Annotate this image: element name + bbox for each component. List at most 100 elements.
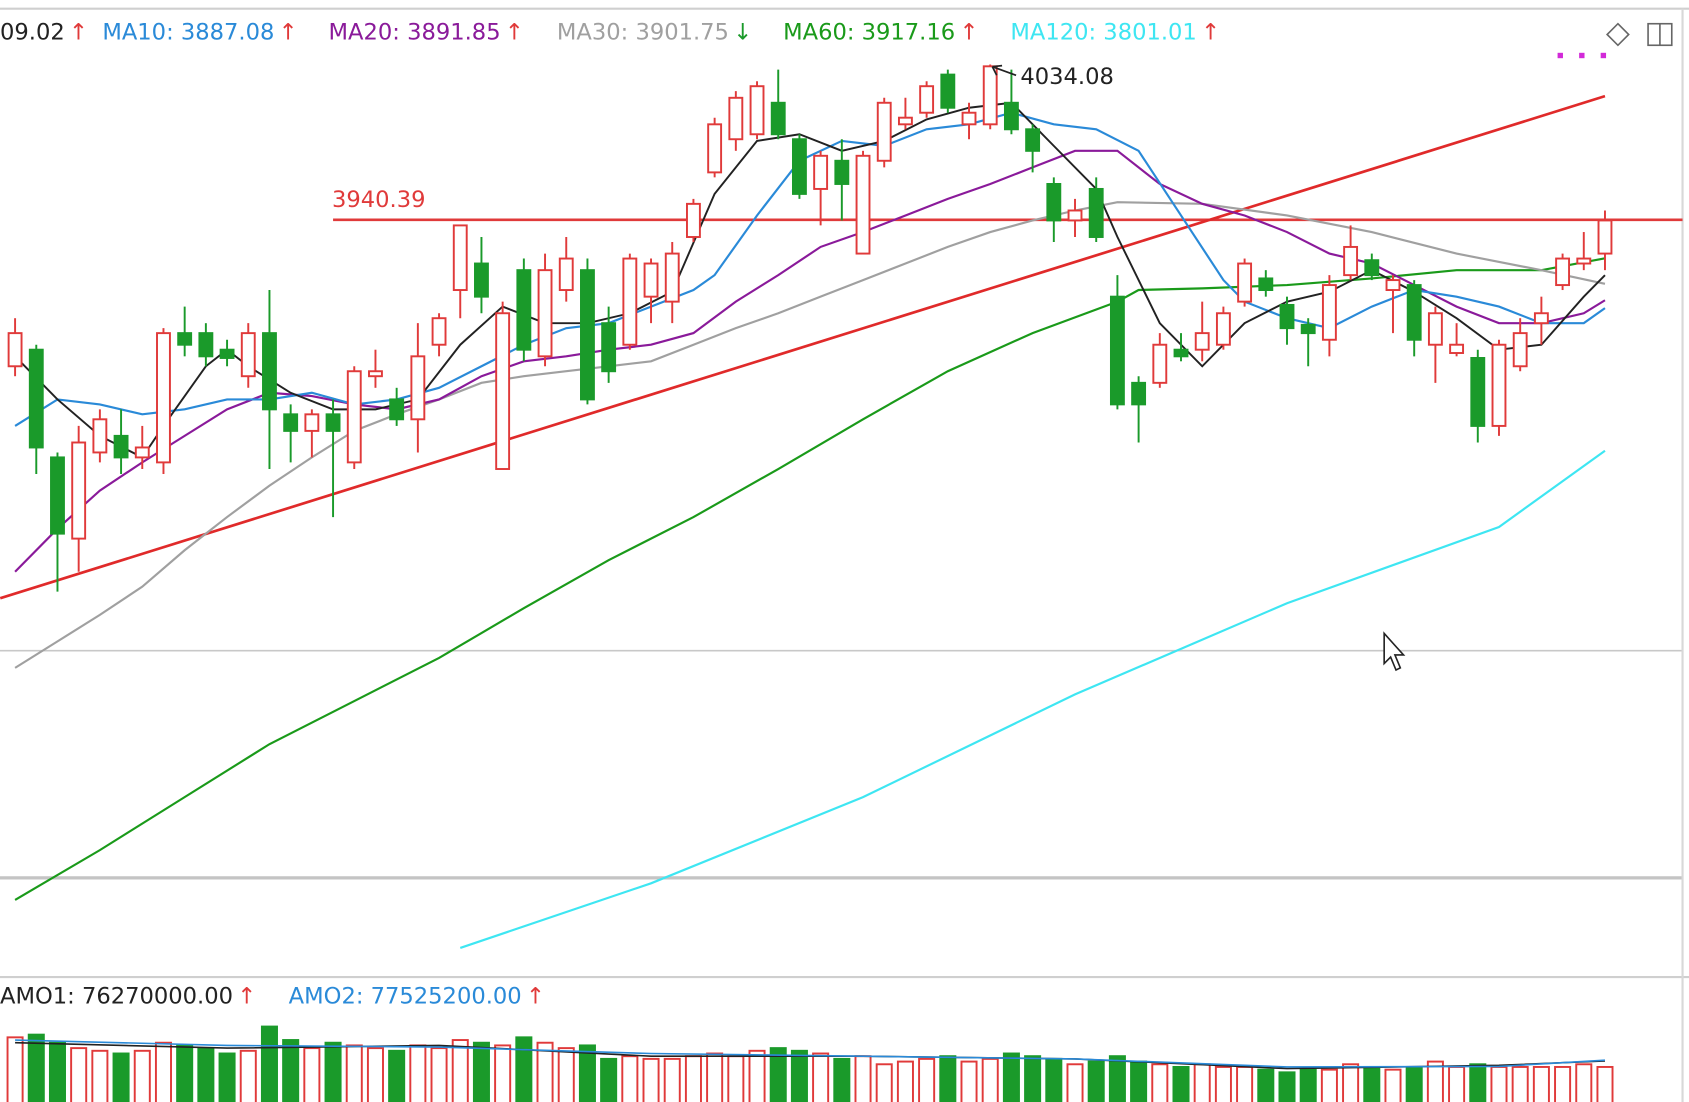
volume-bar <box>1405 1065 1423 1102</box>
candle-body <box>1088 187 1104 238</box>
legend-label: MA60: 3917.16 <box>783 19 955 45</box>
candle-body <box>537 269 553 358</box>
candle-body <box>28 348 44 449</box>
candle-body <box>1237 262 1253 303</box>
volume-bar <box>1087 1060 1105 1102</box>
volume-bar <box>91 1049 109 1102</box>
volume-bar <box>1490 1065 1508 1102</box>
annotation-label: 4034.08 <box>1020 64 1114 90</box>
candle-body <box>791 138 807 195</box>
annotation-arrow <box>991 64 1017 77</box>
volume-bar <box>48 1041 66 1102</box>
candle-body <box>198 332 214 358</box>
volume-bar <box>260 1025 278 1102</box>
volume-bar <box>1469 1063 1487 1102</box>
volume-bar <box>239 1049 257 1102</box>
dot <box>1557 52 1563 59</box>
volume-bar <box>1214 1065 1232 1102</box>
legend-arrow: ↓ <box>733 19 752 45</box>
volume-bar <box>1257 1068 1275 1102</box>
candle-body <box>1406 284 1422 341</box>
volume-bar <box>981 1057 999 1102</box>
volume-bar <box>112 1052 130 1102</box>
volume-pane <box>6 1025 1614 1102</box>
candle-body <box>1300 323 1316 335</box>
candle-body <box>686 202 701 238</box>
volume-bar <box>515 1036 533 1102</box>
candle-body <box>1109 295 1125 406</box>
volume-bar <box>939 1055 957 1102</box>
level-label: 3940.39 <box>332 187 426 213</box>
draw-tool-icon[interactable] <box>1605 22 1630 47</box>
volume-bar <box>1172 1065 1190 1102</box>
candle-body <box>1025 128 1041 152</box>
line <box>459 449 1606 949</box>
candle-body <box>1555 257 1571 287</box>
legend-entry: MA20: 3891.85 ↑ <box>329 19 524 45</box>
candle-body <box>283 413 299 432</box>
more-menu[interactable] <box>1557 52 1607 59</box>
candle-body <box>219 348 235 359</box>
volume-bar <box>154 1041 172 1102</box>
volume-bar <box>1299 1068 1317 1102</box>
candle-body <box>240 332 256 378</box>
candle-body <box>474 262 489 298</box>
volume-bar <box>133 1049 151 1102</box>
volume-bar <box>1066 1063 1084 1102</box>
legend-label: MA10: 3887.08 <box>102 19 274 45</box>
candle-body <box>558 257 574 292</box>
legend-label: AMO1: 76270000.00 <box>0 983 233 1009</box>
dot <box>1600 52 1607 59</box>
candle-body <box>876 101 892 162</box>
candle-body <box>1449 343 1465 354</box>
candle-body <box>622 257 638 346</box>
volume-bar <box>1045 1057 1063 1102</box>
volume-bar <box>536 1041 554 1102</box>
volume-bar <box>324 1041 342 1102</box>
candle-body <box>643 262 659 298</box>
volume-bar <box>1426 1060 1444 1102</box>
candle-body <box>1597 219 1613 255</box>
candle-body <box>1067 209 1083 222</box>
volume-bar <box>1002 1052 1020 1102</box>
line <box>14 257 1606 901</box>
volume-bar <box>345 1044 363 1102</box>
volume-bar <box>896 1060 914 1102</box>
volume-bar <box>1448 1065 1466 1102</box>
legend-label: MA20: 3891.85 <box>329 19 501 45</box>
volume-bar <box>494 1044 512 1102</box>
candle-body <box>134 446 150 459</box>
candle-body <box>1533 312 1549 325</box>
candle-body <box>580 269 595 401</box>
candle-body <box>516 269 532 351</box>
volume-bar <box>1342 1063 1360 1102</box>
candle-body <box>50 456 65 535</box>
candle-body <box>1343 245 1359 277</box>
volume-bar <box>1554 1065 1572 1102</box>
volume-bar <box>748 1049 766 1102</box>
candle-body <box>304 413 320 432</box>
candle-body <box>1046 183 1062 222</box>
legend-label: MA30: 3901.75 <box>557 19 729 45</box>
volume-bar <box>1130 1060 1148 1102</box>
volume-bar <box>1193 1063 1211 1102</box>
candle-body <box>770 101 786 136</box>
volume-bar <box>218 1052 236 1102</box>
volume-bar <box>769 1047 787 1102</box>
legend-arrow: ↑ <box>279 19 298 45</box>
volume-bar <box>1151 1063 1169 1102</box>
candle-body <box>707 123 723 174</box>
legend-arrow: ↑ <box>959 19 978 45</box>
legend-entry: 09.02 ↑ <box>0 19 88 45</box>
volume-bar <box>706 1052 724 1102</box>
volume-bar <box>812 1052 830 1102</box>
volume-bar <box>409 1044 427 1102</box>
volume-bar <box>472 1041 490 1102</box>
volume-bar <box>282 1039 300 1102</box>
candle-body <box>961 111 977 126</box>
volume-bar <box>918 1057 936 1102</box>
candle-body <box>897 116 913 126</box>
legend-arrow: ↑ <box>526 983 545 1009</box>
legend-entry: MA60: 3917.16 ↑ <box>783 19 978 45</box>
